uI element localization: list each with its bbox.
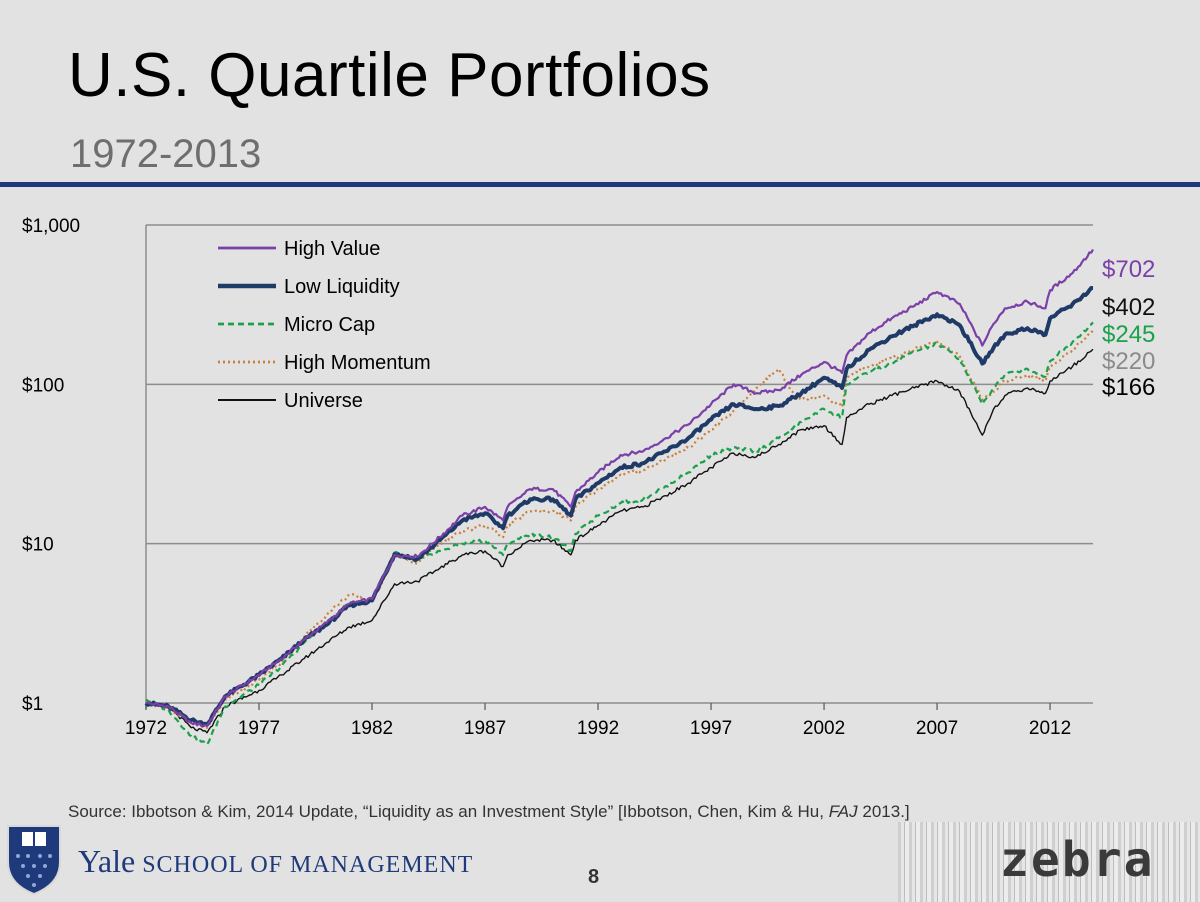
x-tick-label: 1992 xyxy=(577,718,619,739)
end-value-label: $220 xyxy=(1102,348,1155,375)
x-tick-label: 1977 xyxy=(238,718,280,739)
y-tick-label: $1,000 xyxy=(22,216,80,237)
school-name-big: Yale xyxy=(78,843,136,879)
portfolio-growth-chart: $1 $10 $100 $1,000 1972 1977 1982 1987 1992 1997 2… xyxy=(22,216,1155,746)
end-value-label: $245 xyxy=(1102,321,1155,348)
x-tick-label: 1972 xyxy=(125,718,167,739)
title-divider xyxy=(0,182,1200,187)
source-citation: Source: Ibbotson & Kim, 2014 Update, “Li… xyxy=(68,802,910,822)
legend-label: Micro Cap xyxy=(284,314,375,336)
end-value-label: $402 xyxy=(1102,294,1155,321)
x-tick-label: 1987 xyxy=(464,718,506,739)
series-line-high-value xyxy=(145,248,1094,727)
series-line-universe xyxy=(145,348,1094,734)
y-tick-label: $1 xyxy=(22,694,43,715)
slide-subtitle: 1972-2013 xyxy=(70,132,262,176)
yale-shield-icon xyxy=(7,825,61,896)
legend-label: High Value xyxy=(284,238,380,260)
page-number: 8 xyxy=(588,866,600,888)
series-line-micro-cap xyxy=(145,321,1094,746)
source-journal: FAJ xyxy=(828,802,858,821)
school-name: Yale SCHOOL OF MANAGEMENT xyxy=(78,843,473,880)
x-tick-label: 1997 xyxy=(690,718,732,739)
x-tick-label: 2002 xyxy=(803,718,845,739)
end-value-label: $166 xyxy=(1102,374,1155,401)
end-value-label: $702 xyxy=(1102,256,1155,283)
y-tick-label: $10 xyxy=(22,535,54,556)
x-tick-label: 2007 xyxy=(916,718,958,739)
slide-title: U.S. Quartile Portfolios xyxy=(68,41,711,110)
x-tick-label: 2012 xyxy=(1029,718,1071,739)
legend-label: High Momentum xyxy=(284,352,431,374)
x-tick-label: 1982 xyxy=(351,718,393,739)
partner-logo: zebra xyxy=(1000,832,1155,888)
legend-label: Universe xyxy=(284,390,363,412)
partner-logo-background xyxy=(898,822,1200,902)
school-name-small: SCHOOL OF MANAGEMENT xyxy=(135,852,474,878)
source-year: 2013.] xyxy=(857,802,910,821)
source-text: Source: Ibbotson & Kim, 2014 Update, “Li… xyxy=(68,802,829,821)
y-tick-label: $100 xyxy=(22,375,64,396)
legend-label: Low Liquidity xyxy=(284,276,400,298)
